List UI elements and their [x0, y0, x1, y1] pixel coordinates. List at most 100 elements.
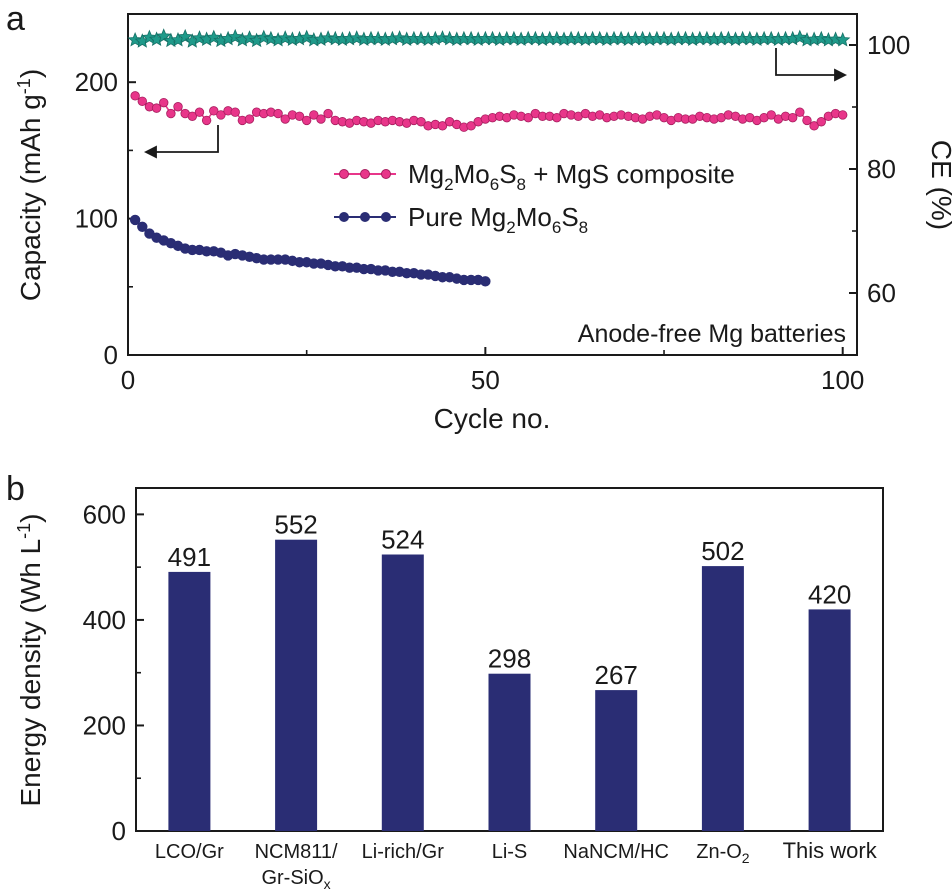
y-tick-label-right-a: 60	[867, 278, 896, 308]
legend-label-pure: Pure Mg2Mo6S8	[408, 202, 588, 237]
series-composite	[130, 91, 848, 132]
bar-value-label: 298	[488, 644, 531, 674]
data-point-composite	[301, 115, 312, 126]
data-point-composite	[216, 110, 226, 120]
data-point-composite	[416, 117, 426, 127]
legend-a: Mg2Mo6S8 + MgS composite Pure Mg2Mo6S8	[334, 159, 735, 237]
legend-entry-pure: Pure Mg2Mo6S8	[334, 202, 588, 237]
category-label: NCM811/Gr-SiOx	[255, 841, 338, 892]
right-axis-arrow	[775, 48, 848, 82]
data-point-composite	[787, 112, 798, 123]
category-label: Zn-O2	[696, 841, 750, 866]
data-point-ce	[434, 30, 451, 45]
bar-value-label: 420	[808, 579, 851, 609]
data-point-ce	[277, 30, 293, 45]
category-label: Li-S	[492, 841, 528, 863]
data-point-composite	[201, 115, 212, 126]
y-tick-label-right-a: 80	[867, 154, 896, 184]
data-point-ce	[463, 30, 479, 46]
data-point-composite	[151, 103, 162, 113]
data-point-ce	[241, 30, 258, 45]
legend-label-composite: Mg2Mo6S8 + MgS composite	[408, 159, 735, 194]
data-point-ce	[527, 30, 543, 46]
data-point-composite	[323, 108, 333, 119]
data-point-ce	[191, 30, 208, 45]
y-tick-label-b: 400	[83, 605, 126, 635]
data-point-pure	[129, 214, 141, 226]
axis-ticks-a: 0 50 100 0 100 200 60 80 100	[75, 30, 911, 395]
category-label: Li-rich/Gr	[362, 841, 445, 863]
data-point-ce	[391, 30, 408, 45]
data-point-composite	[294, 111, 305, 122]
data-point-composite	[838, 110, 848, 120]
data-point-ce	[570, 30, 586, 46]
data-point-composite	[159, 97, 169, 108]
bar	[168, 571, 211, 831]
data-point-ce	[127, 31, 143, 47]
y-axis-title-right-a: CE (%)	[926, 140, 952, 230]
data-point-ce	[263, 30, 279, 46]
y-tick-label-b: 0	[112, 816, 126, 846]
plot-frame-a	[127, 13, 858, 356]
bar	[701, 566, 744, 831]
data-point-composite	[194, 107, 205, 117]
bar	[488, 673, 531, 831]
y-tick-label-b: 200	[83, 710, 126, 740]
x-tick-label-a: 0	[121, 365, 135, 395]
bar-value-label: 524	[381, 524, 424, 554]
panel-label-b: b	[6, 470, 25, 508]
series-ce	[127, 28, 851, 48]
data-point-composite	[130, 91, 140, 101]
y-tick-label-left-a: 100	[75, 204, 118, 234]
data-point-pure	[480, 276, 491, 287]
data-point-composite	[173, 102, 183, 112]
data-point-composite	[552, 112, 562, 123]
category-label: This work	[783, 838, 878, 863]
annotation-a: Anode-free Mg batteries	[578, 320, 846, 348]
data-point-ce	[813, 30, 829, 46]
panel-b: b 0 200 400 600 491 LCO/Gr 552 NCM811/Gr-SiOx 5…	[6, 470, 884, 892]
legend-entry-composite: Mg2Mo6S8 + MgS composite	[334, 159, 735, 194]
y-tick-label-right-a: 100	[867, 30, 910, 60]
data-point-composite	[280, 114, 290, 124]
data-point-composite	[523, 112, 533, 123]
y-tick-label-left-a: 200	[75, 67, 118, 97]
data-point-composite	[166, 108, 176, 119]
data-point-ce	[256, 29, 272, 45]
x-tick-label-a: 50	[471, 365, 500, 395]
data-point-ce	[834, 31, 851, 47]
y-tick-label-left-a: 0	[104, 340, 118, 370]
data-point-composite	[137, 96, 147, 106]
data-point-composite	[466, 121, 476, 131]
category-label: LCO/Gr	[155, 841, 224, 863]
bar	[808, 609, 851, 831]
bar-value-label: 502	[701, 536, 744, 566]
bar-value-label: 552	[274, 510, 317, 540]
x-axis-title-a: Cycle no.	[434, 403, 551, 434]
data-point-composite	[802, 115, 812, 126]
data-point-ce	[327, 30, 343, 46]
bar	[595, 690, 638, 831]
y-axis-title-b: Energy density (Wh L-1)	[14, 513, 46, 806]
data-point-composite	[230, 107, 240, 117]
panel-label-a: a	[6, 0, 25, 38]
left-axis-arrow	[143, 125, 219, 159]
category-label: NaNCM/HC	[563, 841, 669, 863]
data-point-composite	[437, 121, 448, 131]
data-point-ce	[156, 28, 172, 43]
data-point-composite	[766, 110, 776, 120]
data-point-composite	[816, 117, 826, 127]
series-pure	[129, 214, 491, 287]
y-axis-title-left-a: Capacity (mAh g-1)	[14, 69, 46, 301]
bar-value-label: 267	[595, 660, 638, 690]
series-group-a	[127, 28, 851, 287]
data-point-composite	[244, 114, 255, 124]
data-point-composite	[273, 108, 283, 119]
data-point-pure	[137, 221, 148, 232]
data-point-composite	[316, 114, 326, 124]
data-point-ce	[634, 30, 651, 46]
bar-value-label: 491	[168, 542, 211, 572]
data-point-ce	[349, 30, 365, 45]
data-point-composite	[809, 121, 819, 131]
